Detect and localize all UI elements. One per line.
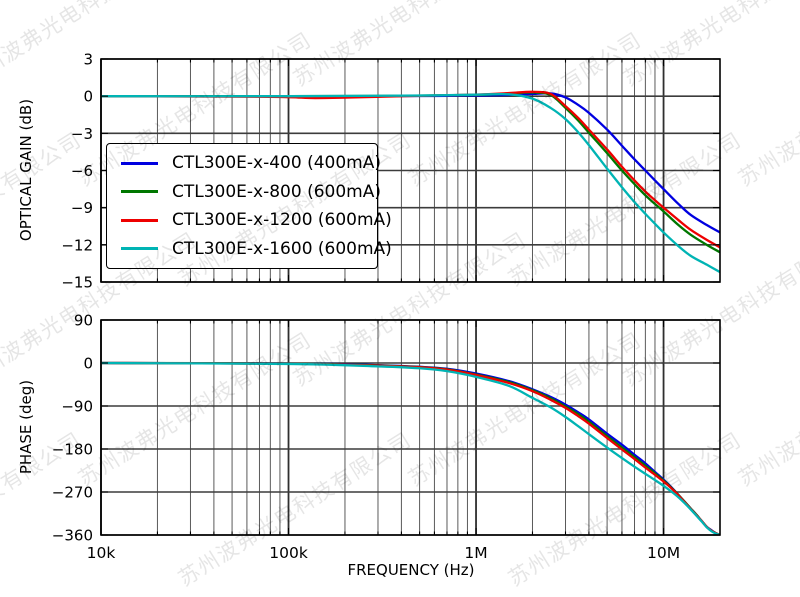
legend-item-1200: CTL300E-x-1200 (600mA) (121, 210, 392, 230)
legend-line-sample-1200 (121, 218, 158, 222)
y-tick-label: −270 (52, 484, 93, 502)
y-tick-label: 3 (83, 51, 93, 69)
legend-label-1600: CTL300E-x-1600 (600mA) (172, 238, 392, 259)
x-tick-label: 10M (647, 544, 680, 562)
phase-y-axis-label: PHASE (deg) (17, 379, 35, 475)
legend-item-1600: CTL300E-x-1600 (600mA) (121, 239, 392, 259)
y-tick-label: 90 (74, 312, 93, 330)
y-tick-label: 0 (83, 355, 93, 373)
curve-ctl300e-x-1600-600ma- (101, 92, 720, 274)
plot-background (101, 320, 720, 535)
x-tick-label: 10k (87, 544, 116, 562)
y-tick-label: −360 (52, 527, 93, 545)
y-tick-label: 0 (83, 88, 93, 106)
legend-label-400: CTL300E-x-400 (400mA) (172, 153, 381, 174)
x-tick-label: 1M (464, 544, 487, 562)
legend-item-800: CTL300E-x-800 (600mA) (121, 182, 381, 202)
y-tick-label: −180 (52, 441, 93, 459)
curves-group (101, 90, 720, 274)
legend-item-400: CTL300E-x-400 (400mA) (121, 153, 381, 173)
y-tick-label: −90 (61, 398, 93, 416)
y-tick-label: −6 (71, 162, 93, 180)
legend-line-sample-800 (121, 190, 158, 194)
y-tick-label: −15 (61, 274, 93, 292)
gain-y-axis-label: OPTICAL GAIN (dB) (17, 98, 35, 242)
y-tick-label: −9 (71, 199, 93, 217)
legend: CTL300E-x-400 (400mA) CTL300E-x-800 (600… (106, 143, 392, 269)
y-tick-label: −3 (71, 125, 93, 143)
x-axis-label: FREQUENCY (Hz) (347, 561, 475, 579)
curves-group (101, 361, 720, 535)
axes-spines (100, 319, 721, 536)
x-tick-label: 100k (269, 544, 308, 562)
curve-ctl300e-x-1600-600ma- (101, 361, 720, 535)
legend-line-sample-1600 (121, 247, 158, 251)
curve-ctl300e-x-1200-600ma- (101, 90, 720, 249)
legend-label-1200: CTL300E-x-1200 (600mA) (172, 210, 392, 231)
legend-label-800: CTL300E-x-800 (600mA) (172, 181, 381, 202)
legend-line-sample-400 (121, 161, 158, 165)
y-tick-label: −12 (61, 236, 93, 254)
